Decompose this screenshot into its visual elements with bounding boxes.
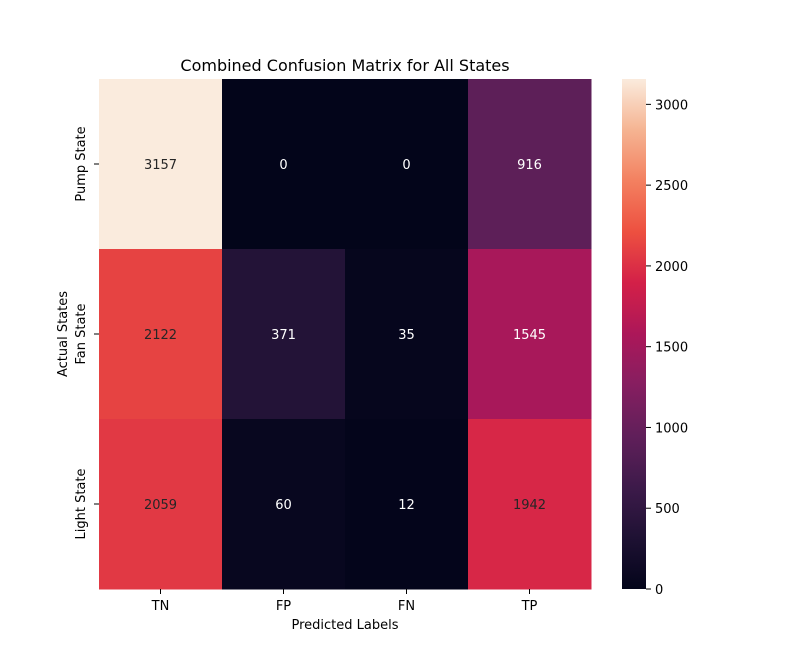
y-tick-label: Light State (74, 469, 89, 540)
heatmap-cell (99, 79, 223, 250)
cell-value-label: 916 (517, 158, 542, 173)
cell-value-label: 2059 (144, 498, 177, 513)
heatmap-cell (99, 249, 223, 420)
x-tick-label: TN (151, 599, 170, 614)
colorbar-tick-label: 0 (655, 583, 663, 598)
heatmap-cell (222, 79, 346, 250)
y-tick-label: Pump State (74, 126, 89, 201)
colorbar-tick-label: 2000 (655, 260, 688, 275)
cell-value-label: 12 (398, 498, 415, 513)
heatmap-cell (345, 79, 469, 250)
cell-value-label: 371 (271, 328, 296, 343)
x-axis-label: Predicted Labels (291, 618, 398, 633)
colorbar-tick-label: 500 (655, 502, 680, 517)
colorbar (622, 79, 646, 589)
heatmap-cell (99, 419, 223, 590)
colorbar-ticks: 0 500 1000 1500 2000 2500 3000 (646, 98, 688, 598)
cell-value-label: 35 (398, 328, 415, 343)
heatmap-cell (222, 249, 346, 420)
colorbar-tick-label: 3000 (655, 98, 688, 113)
heatmap-cells (99, 79, 592, 590)
chart-title: Combined Confusion Matrix for All States (180, 56, 509, 75)
x-axis: TN FP FN TP (151, 589, 538, 614)
cell-value-label: 2122 (144, 328, 177, 343)
heatmap-cell (345, 249, 469, 420)
heatmap-cell (468, 249, 592, 420)
cell-value-label: 0 (279, 158, 287, 173)
cell-value-label: 1942 (513, 498, 546, 513)
colorbar-tick-label: 2500 (655, 179, 688, 194)
x-tick-label: TP (521, 599, 538, 614)
x-tick-label: FN (398, 599, 415, 614)
heatmap-cell (345, 419, 469, 590)
y-tick-label: Fan State (74, 303, 89, 364)
colorbar-tick-label: 1500 (655, 341, 688, 356)
y-axis-label: Actual States (56, 291, 71, 377)
cell-value-label: 0 (402, 158, 410, 173)
heatmap-cell (468, 79, 592, 250)
heatmap-cell (468, 419, 592, 590)
cell-value-label: 60 (275, 498, 292, 513)
cell-value-label: 3157 (144, 158, 177, 173)
heatmap-cell (222, 419, 346, 590)
cell-value-label: 1545 (513, 328, 546, 343)
colorbar-tick-label: 1000 (655, 421, 688, 436)
y-axis: Pump State Fan State Light State (74, 126, 99, 540)
x-tick-label: FP (276, 599, 291, 614)
cell-value-labels: 3157 0 0 916 2122 371 35 1545 2059 60 12 1942 (144, 158, 546, 513)
